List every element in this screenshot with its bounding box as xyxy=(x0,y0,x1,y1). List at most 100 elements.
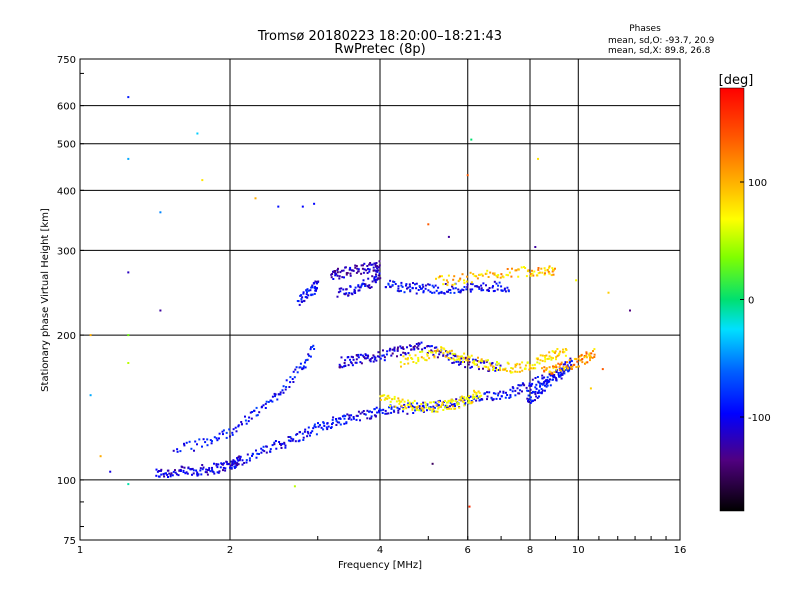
echo-point xyxy=(357,353,360,356)
echo-point xyxy=(431,462,434,465)
echo-point xyxy=(355,361,358,364)
echo-point xyxy=(453,359,456,362)
echo-point xyxy=(327,425,330,428)
echo-point xyxy=(532,391,535,394)
echo-point xyxy=(534,367,537,370)
echo-point xyxy=(568,359,571,362)
echo-point xyxy=(109,470,112,473)
echo-point xyxy=(384,412,387,415)
echo-point xyxy=(127,96,130,99)
echo-point xyxy=(475,394,478,397)
echo-point xyxy=(435,277,437,280)
echo-point xyxy=(575,358,578,361)
echo-point xyxy=(89,394,92,397)
echo-point xyxy=(258,453,260,455)
echo-point xyxy=(530,384,533,387)
echo-point xyxy=(184,472,187,475)
echo-point xyxy=(426,409,428,412)
echo-point xyxy=(525,275,528,278)
echo-point xyxy=(428,407,431,410)
echo-point xyxy=(389,405,392,407)
echo-point xyxy=(387,412,390,415)
echo-point xyxy=(478,273,481,276)
echo-point xyxy=(405,284,407,287)
echo-point xyxy=(400,400,403,403)
echo-point xyxy=(552,357,554,360)
echo-point xyxy=(472,396,475,398)
echo-point xyxy=(454,355,457,358)
echo-point xyxy=(170,472,173,475)
echo-point xyxy=(406,412,409,415)
echo-point xyxy=(305,293,308,296)
echo-point xyxy=(437,406,440,409)
echo-point xyxy=(497,362,500,365)
echo-point xyxy=(485,360,488,363)
echo-point xyxy=(490,363,493,366)
echo-point xyxy=(527,389,530,392)
echo-point xyxy=(312,427,315,430)
echo-point xyxy=(383,356,386,359)
echo-point xyxy=(127,362,130,364)
colorbar-tick-label: 0 xyxy=(748,296,754,307)
echo-point xyxy=(417,360,420,363)
echo-point xyxy=(320,426,323,429)
echo-point xyxy=(202,438,205,441)
echo-point xyxy=(262,404,265,407)
echo-point xyxy=(565,365,568,368)
echo-point xyxy=(579,359,582,362)
echo-point xyxy=(552,367,555,370)
echo-point xyxy=(550,372,553,375)
echo-point xyxy=(307,289,310,292)
echo-point xyxy=(480,394,483,397)
echo-point xyxy=(553,374,556,376)
echo-point xyxy=(499,369,502,372)
echo-point xyxy=(439,351,442,354)
echo-point xyxy=(483,361,486,364)
echo-point xyxy=(482,360,485,363)
echo-point xyxy=(402,351,405,354)
echo-point xyxy=(293,376,296,379)
echo-point xyxy=(204,441,207,444)
echo-point xyxy=(388,406,390,409)
echo-point xyxy=(560,369,563,372)
echo-point xyxy=(249,411,252,414)
echo-point xyxy=(466,357,469,360)
echo-point xyxy=(221,430,224,433)
x-tick-label: 8 xyxy=(527,545,533,556)
echo-point xyxy=(247,420,250,423)
echo-point xyxy=(477,396,480,399)
echo-point xyxy=(441,401,444,404)
echo-point xyxy=(570,368,573,370)
x-axis-label: Frequency [MHz] xyxy=(338,560,422,571)
echo-point xyxy=(437,286,440,289)
echo-point xyxy=(486,269,489,272)
echo-point xyxy=(462,401,465,404)
echo-point xyxy=(265,400,268,403)
echo-point xyxy=(452,357,455,360)
echo-point xyxy=(535,383,538,386)
echo-point xyxy=(570,365,572,368)
echo-point xyxy=(546,268,549,271)
echo-point xyxy=(217,471,220,474)
echo-point xyxy=(338,421,341,424)
echo-point xyxy=(568,360,571,363)
echo-point xyxy=(222,433,224,436)
echo-point xyxy=(502,390,505,393)
echo-point xyxy=(591,356,594,359)
echo-point xyxy=(543,389,546,392)
echo-point xyxy=(495,367,497,370)
echo-point xyxy=(588,353,591,356)
echo-point xyxy=(435,404,438,407)
echo-point xyxy=(172,449,175,452)
echo-point xyxy=(523,266,525,268)
echo-point xyxy=(330,276,333,279)
echo-point xyxy=(547,270,550,273)
echo-point xyxy=(468,399,471,402)
echo-point xyxy=(538,389,541,392)
echo-point xyxy=(540,267,543,270)
echo-point xyxy=(322,421,325,424)
echo-point xyxy=(407,402,410,405)
echo-point xyxy=(548,373,551,376)
echo-point xyxy=(504,396,507,399)
